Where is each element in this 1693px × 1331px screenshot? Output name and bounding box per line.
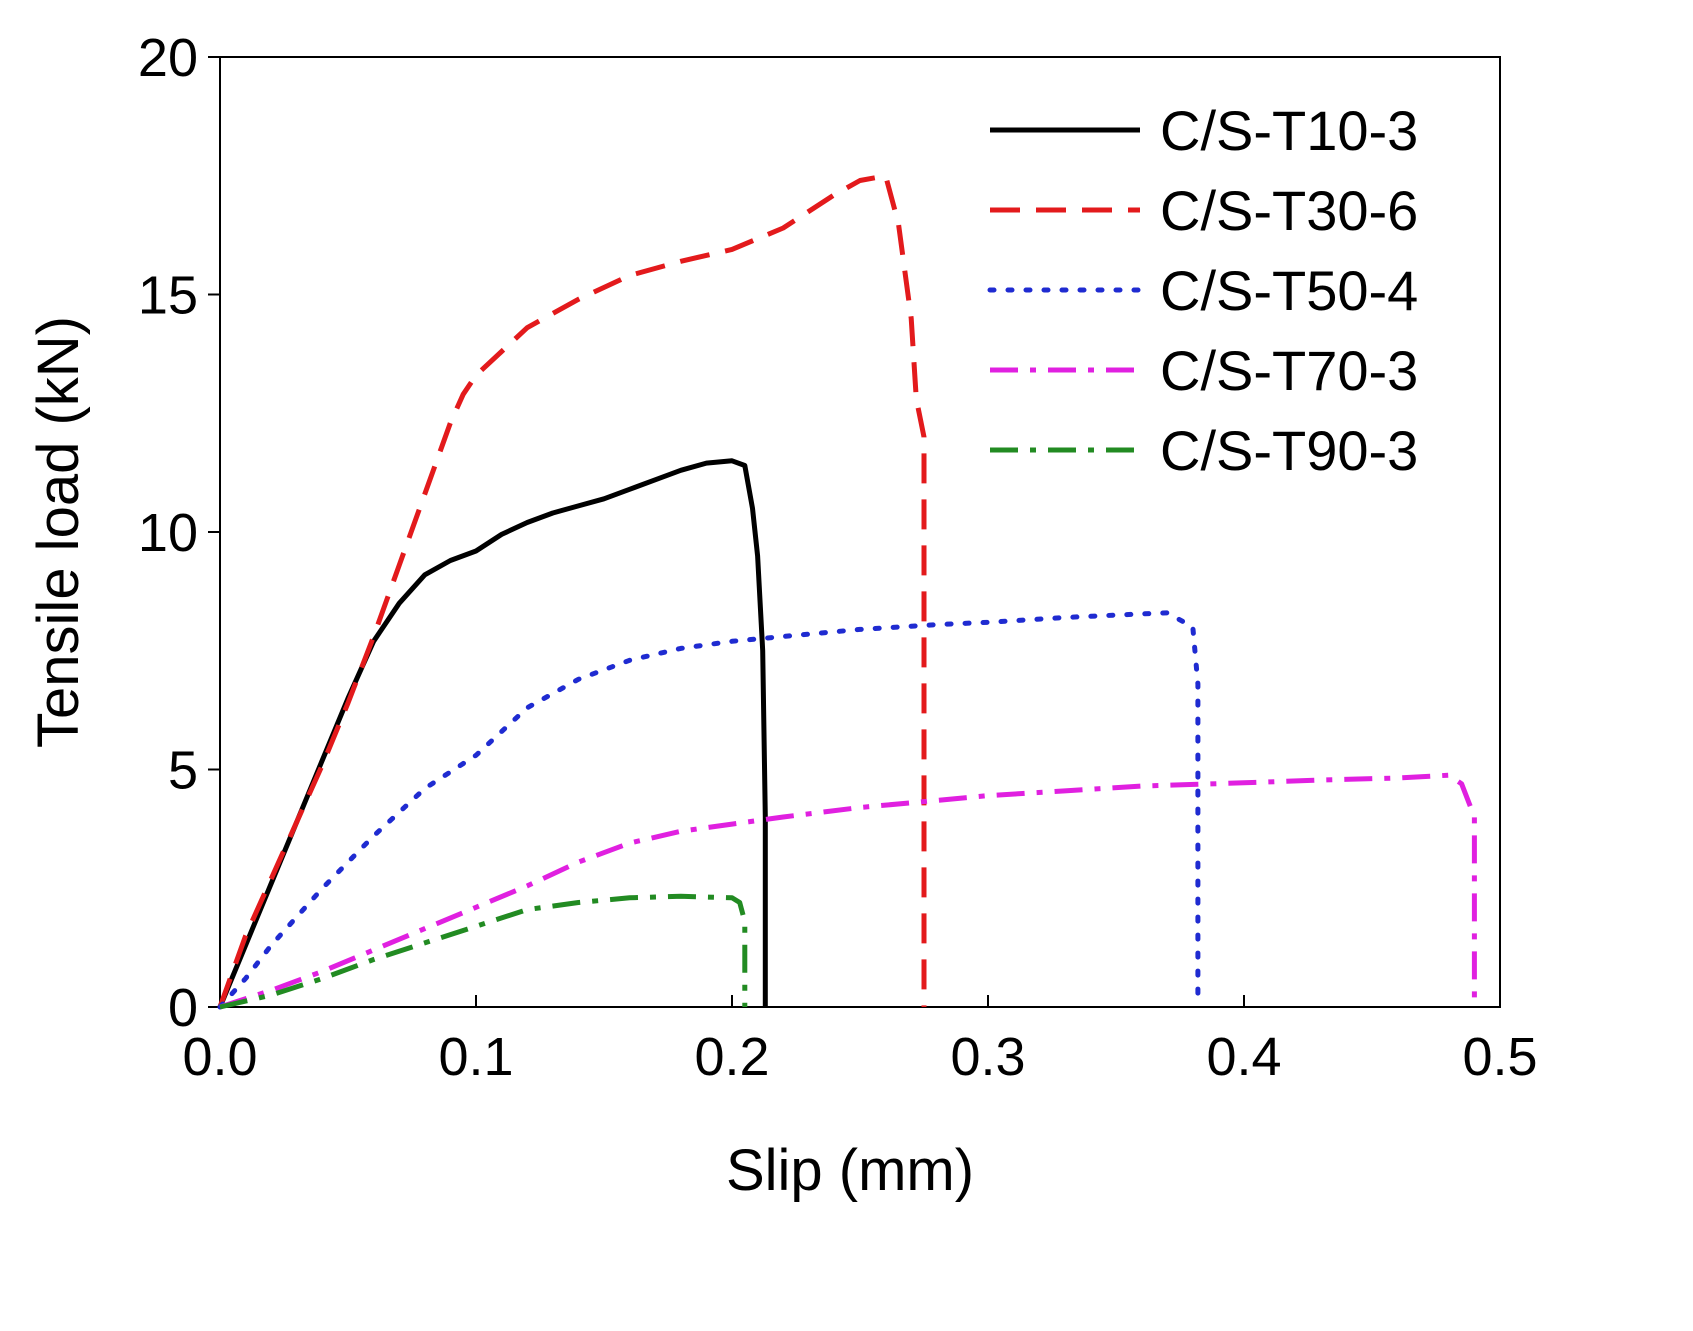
y-tick-label: 20	[138, 28, 198, 88]
x-tick-label: 0.1	[438, 1027, 513, 1087]
y-axis-title: Tensile load (kN)	[26, 316, 91, 748]
axes: 0.0 0.1 0.2 0.3 0.4 0.5 0 5 10 15 20	[138, 28, 1538, 1087]
legend-label-2: C/S-T30-6	[1160, 179, 1418, 242]
series-line-1	[217, 458, 768, 1008]
y-tick-label: 0	[168, 978, 198, 1038]
x-tick-label: 0.0	[182, 1027, 257, 1087]
y-tick-label: 10	[138, 503, 198, 563]
series-line-4	[219, 772, 1477, 1010]
series-line-5	[219, 893, 748, 1010]
x-tick-label: 0.4	[1206, 1027, 1281, 1087]
series-line-2	[217, 173, 927, 1008]
y-tick-label: 5	[168, 741, 198, 801]
series-line-3	[217, 610, 1201, 1010]
legend-label-4: C/S-T70-3	[1160, 339, 1418, 402]
legend-label-5: C/S-T90-3	[1160, 419, 1418, 482]
legend-label-3: C/S-T50-4	[1160, 259, 1418, 322]
x-tick-label: 0.3	[950, 1027, 1025, 1087]
series-layer	[217, 173, 1477, 1010]
x-tick-label: 0.2	[694, 1027, 769, 1087]
legend: C/S-T10-3 C/S-T30-6 C/S-T50-4 C/S-T70-3 C/S-…	[987, 99, 1418, 482]
y-tick-label: 15	[138, 266, 198, 326]
x-tick-label: 0.5	[1462, 1027, 1537, 1087]
x-axis-title: Slip (mm)	[726, 1138, 974, 1203]
legend-label-1: C/S-T10-3	[1160, 99, 1418, 162]
